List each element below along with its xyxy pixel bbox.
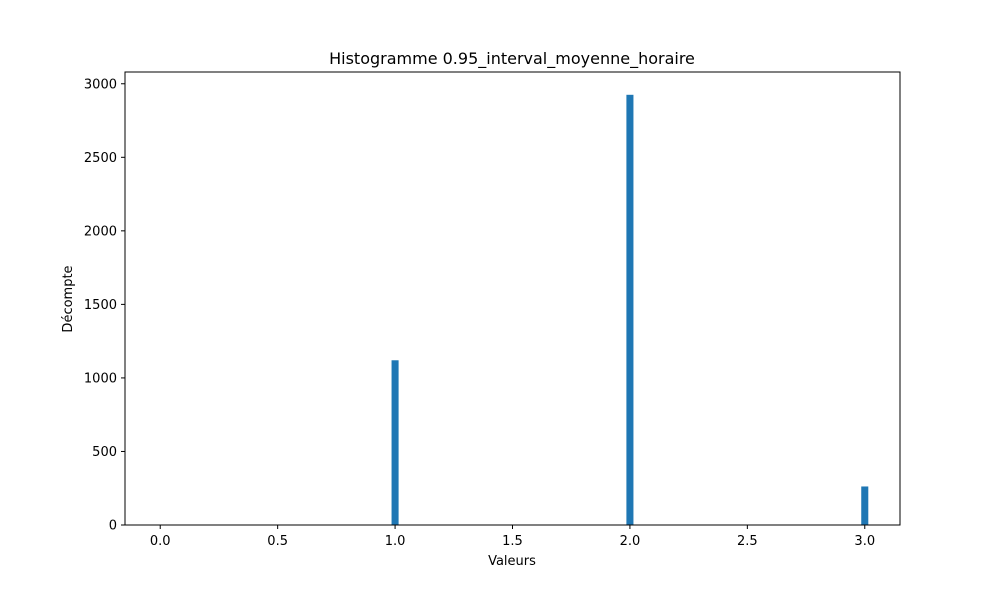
x-tick-label: 1.5 — [502, 534, 523, 549]
x-tick-label: 3.0 — [854, 534, 875, 549]
x-tick-label: 2.5 — [737, 534, 758, 549]
y-tick-label: 2500 — [84, 151, 117, 166]
y-tick-label: 3000 — [84, 77, 117, 92]
x-tick-label: 1.0 — [385, 534, 406, 549]
x-axis-title: Valeurs — [488, 554, 536, 569]
y-tick-label: 1500 — [84, 298, 117, 313]
plot-frame — [124, 71, 901, 526]
y-tick-label: 1000 — [84, 371, 117, 386]
bars-layer — [391, 94, 869, 526]
histogram-bar-1 — [391, 360, 399, 525]
histogram-bar-2 — [626, 94, 634, 526]
x-tick-label: 0.5 — [267, 534, 288, 549]
y-axis-ticks: 0 500 1000 1500 2000 2500 3000 — [84, 77, 125, 534]
x-axis-ticks: 0.0 0.5 1.0 1.5 2.0 2.5 3.0 — [150, 525, 875, 549]
x-tick-label: 2.0 — [620, 534, 641, 549]
histogram-bar-3 — [861, 486, 869, 525]
y-tick-label: 500 — [92, 445, 117, 460]
y-tick-label: 2000 — [84, 224, 117, 239]
chart-title: Histogramme 0.95_interval_moyenne_horair… — [329, 49, 695, 69]
y-axis-title: Décompte — [61, 265, 76, 332]
x-tick-label: 0.0 — [150, 534, 171, 549]
y-tick-label: 0 — [109, 519, 117, 534]
